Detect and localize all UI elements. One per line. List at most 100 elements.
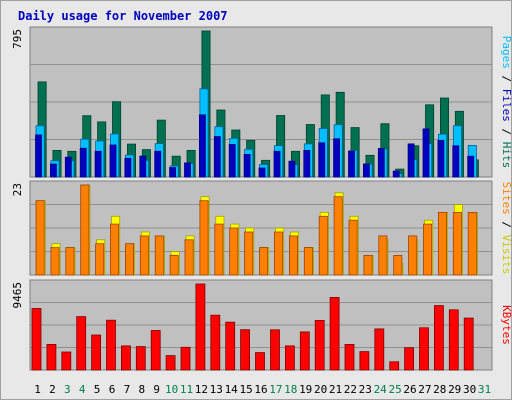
bar-sites-day-27 (423, 223, 433, 276)
bar-kbytes-day-30 (463, 317, 474, 371)
legend-separator: / (500, 215, 512, 235)
x-tick-label-day-15: 15 (239, 383, 252, 396)
x-tick-label-day-13: 13 (210, 383, 223, 396)
bar-kbytes-day-5 (91, 334, 101, 371)
bar-kbytes-day-28 (433, 305, 444, 371)
bar-files-day-3 (64, 156, 72, 178)
bar-files-day-20 (318, 142, 326, 178)
x-tick-label-day-1: 1 (34, 383, 41, 396)
bar-sites-day-8 (139, 235, 149, 276)
x-tick-label-day-23: 23 (359, 383, 372, 396)
bar-files-day-7 (124, 157, 132, 178)
bar-kbytes-day-3 (61, 351, 72, 371)
bar-sites-day-11 (184, 239, 194, 276)
bar-kbytes-day-1 (31, 308, 42, 371)
x-tick-label-day-22: 22 (344, 383, 357, 396)
bar-sites-day-6 (110, 223, 120, 276)
bar-files-day-11 (184, 162, 191, 178)
bar-sites-day-17 (274, 231, 284, 276)
bar-files-day-2 (50, 163, 57, 178)
bar-files-day-6 (109, 144, 117, 178)
bar-kbytes-day-16 (255, 352, 265, 371)
bar-files-day-25 (392, 170, 400, 178)
x-tick-label-day-6: 6 (109, 383, 116, 396)
legend-2: Sites / Visits (500, 182, 512, 275)
bar-kbytes-day-17 (270, 329, 280, 371)
bar-sites-day-9 (154, 235, 164, 276)
bar-kbytes-day-4 (76, 316, 87, 371)
bar-kbytes-day-6 (106, 319, 116, 371)
x-tick-label-day-31: 31 (478, 383, 491, 396)
x-tick-label-day-20: 20 (314, 383, 327, 396)
bar-files-day-17 (273, 150, 281, 178)
x-tick-label-day-30: 30 (463, 383, 476, 396)
bar-kbytes-day-14 (225, 321, 236, 371)
x-tick-label-day-2: 2 (49, 383, 56, 396)
bar-files-day-15 (243, 153, 251, 178)
x-tick-label-day-7: 7 (124, 383, 131, 396)
legend-pages: Pages (500, 36, 512, 69)
x-tick-label-day-9: 9 (153, 383, 160, 396)
bar-files-day-12 (198, 114, 206, 178)
bar-kbytes-day-20 (314, 319, 325, 371)
bar-kbytes-day-2 (46, 343, 57, 371)
bar-kbytes-day-13 (210, 314, 221, 371)
x-tick-label-day-18: 18 (284, 383, 297, 396)
x-tick-label-day-24: 24 (374, 383, 388, 396)
bar-sites-day-10 (169, 254, 179, 276)
bar-sites-day-12 (199, 200, 209, 276)
x-tick-label-day-27: 27 (418, 383, 431, 396)
bar-sites-day-18 (288, 235, 298, 276)
max-value-label-1: 795 (11, 29, 24, 49)
bar-sites-day-7 (125, 243, 135, 276)
bar-kbytes-day-11 (180, 346, 191, 371)
x-tick-label-day-14: 14 (225, 383, 239, 396)
x-tick-label-day-3: 3 (64, 383, 71, 396)
bar-kbytes-day-7 (121, 345, 131, 371)
bar-files-day-23 (362, 163, 370, 178)
x-tick-label-day-29: 29 (448, 383, 461, 396)
bar-sites-day-25 (393, 254, 403, 276)
bar-kbytes-day-24 (374, 328, 385, 371)
legend-separator: / (500, 69, 512, 89)
bar-sites-day-19 (303, 247, 313, 276)
bar-sites-day-28 (437, 211, 447, 276)
x-tick-label-day-11: 11 (180, 383, 193, 396)
bar-sites-day-20 (318, 215, 328, 276)
legend-3: KBytes (500, 305, 512, 345)
bar-files-day-16 (258, 167, 266, 178)
legend-visits: Visits (500, 235, 512, 275)
bar-files-day-8 (139, 155, 147, 178)
bar-files-day-14 (228, 144, 236, 178)
bar-kbytes-day-29 (448, 309, 459, 371)
bar-files-day-4 (79, 147, 87, 178)
bar-files-day-24 (377, 148, 385, 178)
bar-kbytes-day-25 (389, 361, 400, 371)
bar-files-day-28 (437, 139, 445, 178)
bar-kbytes-day-10 (165, 355, 176, 371)
x-tick-label-day-16: 16 (254, 383, 267, 396)
bar-kbytes-day-8 (135, 346, 146, 371)
bar-files-day-30 (467, 155, 475, 178)
bar-files-day-18 (288, 160, 296, 178)
bar-files-day-29 (452, 145, 460, 178)
legend-files: Files (500, 89, 512, 122)
bar-sites-day-15 (244, 231, 254, 276)
x-tick-label-day-19: 19 (299, 383, 312, 396)
bar-files-day-10 (169, 167, 177, 178)
bar-sites-day-1 (35, 200, 45, 276)
bar-sites-day-13 (214, 223, 224, 276)
bar-sites-day-2 (50, 247, 60, 276)
max-value-label-3: 9465 (11, 282, 24, 309)
bar-sites-day-30 (467, 211, 477, 276)
x-tick-label-day-10: 10 (165, 383, 178, 396)
legend-sites: Sites (500, 182, 512, 215)
bar-files-day-21 (333, 138, 341, 178)
bar-files-day-5 (94, 150, 102, 178)
bar-kbytes-day-19 (299, 331, 310, 371)
bar-files-day-26 (407, 143, 415, 178)
bar-sites-day-21 (333, 196, 343, 276)
bar-files-day-9 (154, 150, 162, 178)
bar-sites-day-4 (80, 184, 90, 276)
